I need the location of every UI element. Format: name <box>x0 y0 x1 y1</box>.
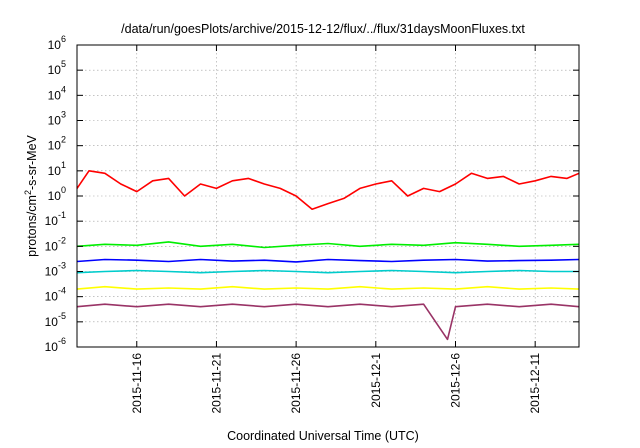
y-tick-base: 10 <box>48 63 62 77</box>
y-tick-base: 10 <box>48 114 62 128</box>
y-tick-base: 10 <box>48 189 62 203</box>
y-tick-label: 104 <box>48 84 66 102</box>
series-lines <box>76 170 580 341</box>
y-tick-label: 106 <box>48 34 66 52</box>
series-line-2 <box>76 241 580 249</box>
series-line-4 <box>76 269 579 274</box>
x-tick-label: 2015-11-26 <box>289 353 303 414</box>
x-tick-label: 2015-12-11 <box>528 353 542 414</box>
y-tick-label: 10-4 <box>45 286 66 304</box>
y-tick-base: 10 <box>48 88 62 102</box>
y-tick-exp: 2 <box>61 135 66 145</box>
y-tick-label: 10-3 <box>45 261 66 279</box>
y-axis-label-sup: 2 <box>23 190 33 195</box>
y-tick-label: 105 <box>48 59 66 77</box>
y-tick-label: 101 <box>48 160 66 178</box>
y-tick-base: 10 <box>45 290 59 304</box>
y-tick-exp: 6 <box>61 34 66 44</box>
y-tick-labels: 10-610-510-410-310-210-11001011021031041… <box>45 34 66 354</box>
y-tick-exp: -6 <box>58 336 66 346</box>
y-tick-base: 10 <box>45 214 59 228</box>
x-axis-label: Coordinated Universal Time (UTC) <box>227 429 419 443</box>
y-tick-label: 103 <box>48 110 66 128</box>
x-tick-labels: 2015-11-16 2015-11-21 2015-11-26 2015-12-1 2… <box>130 353 542 414</box>
series-line-3 <box>76 258 580 263</box>
y-tick-base: 10 <box>45 340 59 354</box>
y-tick-exp: -1 <box>58 210 66 220</box>
y-tick-label: 10-1 <box>45 210 66 228</box>
y-tick-exp: -4 <box>58 286 66 296</box>
series-line-5 <box>76 285 580 290</box>
y-tick-base: 10 <box>45 265 59 279</box>
y-tick-base: 10 <box>48 164 62 178</box>
plot-frame <box>76 44 580 348</box>
y-tick-label: 10-6 <box>45 336 66 354</box>
x-tick-label: 2015-11-16 <box>130 353 144 414</box>
y-tick-exp: 5 <box>61 59 66 69</box>
x-tick-label: 2015-12-1 <box>369 353 383 408</box>
y-tick-exp: -3 <box>58 261 66 271</box>
y-tick-exp: 0 <box>61 185 66 195</box>
y-tick-exp: 1 <box>61 160 66 170</box>
y-tick-exp: -5 <box>58 311 66 321</box>
y-tick-base: 10 <box>45 239 59 253</box>
grid <box>77 45 579 347</box>
y-axis-label-base: protons/cm <box>25 195 39 257</box>
y-tick-exp: -2 <box>58 235 66 245</box>
y-axis-label-rest: -s-sr-MeV <box>25 134 39 190</box>
chart-title: /data/run/goesPlots/archive/2015-12-12/f… <box>121 22 525 36</box>
y-axis-label: protons/cm2-s-sr-MeV <box>23 134 39 256</box>
ticks <box>77 44 579 348</box>
series-line-1 <box>76 170 580 210</box>
y-tick-label: 10-5 <box>45 311 66 329</box>
x-tick-label: 2015-12-6 <box>449 353 463 408</box>
y-tick-exp: 3 <box>61 110 66 120</box>
y-tick-label: 102 <box>48 135 66 153</box>
y-tick-label: 100 <box>48 185 66 203</box>
y-tick-base: 10 <box>45 315 59 329</box>
y-tick-label: 10-2 <box>45 235 66 253</box>
y-tick-base: 10 <box>48 139 62 153</box>
y-tick-exp: 4 <box>61 84 66 94</box>
series-line-6 <box>76 303 580 341</box>
x-tick-label: 2015-11-21 <box>209 353 223 414</box>
y-tick-base: 10 <box>48 38 62 52</box>
